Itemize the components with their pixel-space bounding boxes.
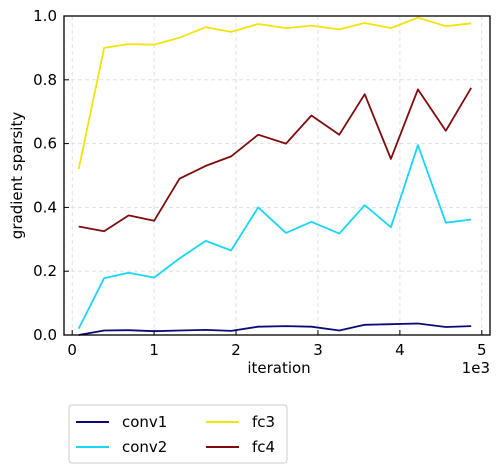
x-tick-label: 1 bbox=[149, 341, 159, 359]
legend-box bbox=[68, 404, 288, 464]
y-axis-label: gradient sparsity bbox=[8, 112, 26, 240]
plot-frame bbox=[63, 15, 491, 336]
x-tick-label: 0 bbox=[67, 341, 77, 359]
x-tick-label: 5 bbox=[477, 341, 487, 359]
y-tick-label: 0.0 bbox=[33, 326, 57, 344]
legend-label-fc4: fc4 bbox=[252, 438, 275, 456]
legend-label-conv2: conv2 bbox=[122, 438, 167, 456]
y-tick-label: 0.4 bbox=[33, 198, 57, 216]
x-tick-label: 4 bbox=[395, 341, 405, 359]
series-line-fc4 bbox=[78, 87, 472, 233]
x-tick-label: 3 bbox=[313, 341, 323, 359]
y-tick-label: 1.0 bbox=[33, 7, 57, 25]
y-tick-label: 0.6 bbox=[33, 135, 57, 153]
series-line-conv1 bbox=[78, 322, 472, 336]
legend-label-conv1: conv1 bbox=[122, 413, 167, 431]
series-line-fc3 bbox=[77, 16, 472, 170]
grid bbox=[64, 15, 490, 336]
legend-label-fc3: fc3 bbox=[252, 413, 275, 431]
x-axis-label: iteration bbox=[247, 359, 310, 377]
ticks: 0 1 2 3 4 5 0.0 0.2 0.4 0.6 0.8 1.0 bbox=[33, 7, 486, 359]
x-tick-label: 2 bbox=[231, 341, 241, 359]
series-layer bbox=[77, 16, 472, 336]
x-axis-offset-label: 1e3 bbox=[462, 359, 490, 377]
y-tick-label: 0.8 bbox=[33, 71, 57, 89]
series-line-conv2 bbox=[77, 144, 472, 330]
y-tick-label: 0.2 bbox=[33, 262, 57, 280]
legend: conv1 conv2 fc3 fc4 bbox=[68, 404, 288, 464]
